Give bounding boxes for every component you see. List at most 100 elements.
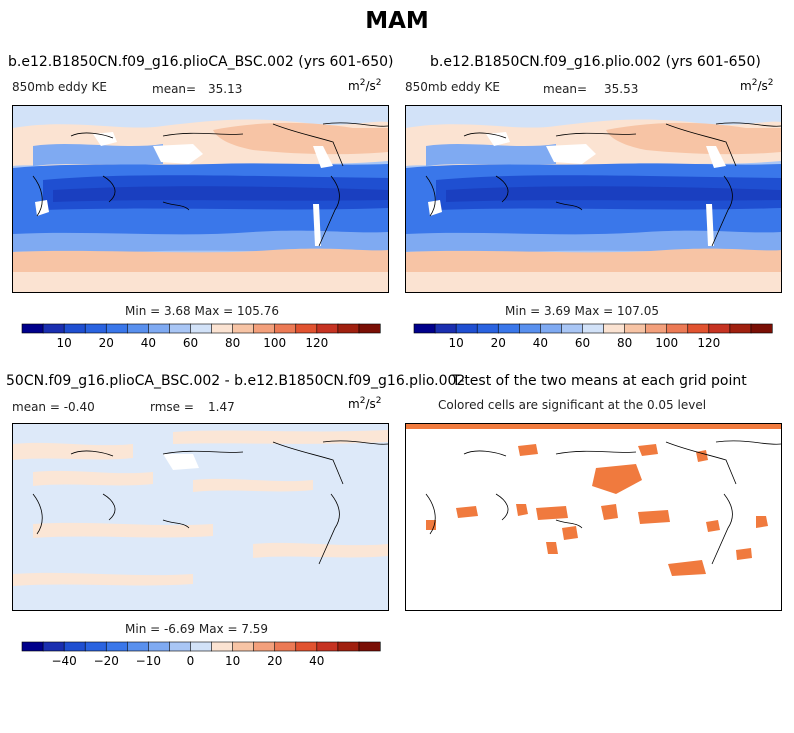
colorbar-1-tick-label: 10 (56, 336, 71, 350)
colorbar-2-swatch (750, 323, 773, 334)
panel3-rmse-label: rmse = (150, 400, 194, 414)
colorbar-2-tick-label: 20 (491, 336, 506, 350)
colorbar-3-tick-label: 40 (309, 654, 324, 668)
panel4-base (406, 424, 781, 610)
colorbar-1-swatch (126, 323, 149, 334)
panel1-mean-label: mean= (152, 82, 197, 96)
colorbar-1-swatch (63, 323, 86, 334)
colorbar-2-swatch (666, 323, 689, 334)
colorbar-3-swatch (232, 641, 255, 652)
colorbar-1-tick-label: 80 (225, 336, 240, 350)
colorbar-3-swatch (84, 641, 107, 652)
panel2-minmax: Min = 3.69 Max = 107.05 (505, 304, 659, 318)
colorbar-2-swatch (729, 323, 752, 334)
colorbar-1-swatch (169, 323, 192, 334)
colorbar-2-swatch (434, 323, 457, 334)
colorbar-3-tick-label: −20 (94, 654, 119, 668)
colorbar-2-swatch (518, 323, 541, 334)
panel2-title: b.e12.B1850CN.f09_g16.plio.002 (yrs 601-… (430, 54, 761, 70)
panel1-mean-value: 35.13 (208, 82, 243, 96)
colorbar-1-tick-label: 100 (263, 336, 286, 350)
colorbar-2-tick-label: 60 (575, 336, 590, 350)
colorbar-3-swatch (337, 641, 360, 652)
colorbar-3-swatch (316, 641, 339, 652)
colorbar-2-tick-label: 40 (533, 336, 548, 350)
colorbar-3-swatch (148, 641, 171, 652)
colorbar-3-swatch (253, 641, 276, 652)
colorbar-3-swatch (42, 641, 65, 652)
panel2-map (405, 105, 782, 293)
panel4-map (405, 423, 782, 611)
colorbar-1-swatch (105, 323, 128, 334)
colorbar-2-tick-label: 10 (448, 336, 463, 350)
panel1-units: m2/s2 (348, 78, 382, 93)
colorbar-2-swatch (582, 323, 605, 334)
colorbar-1-swatch (148, 323, 171, 334)
colorbar-1-swatch (190, 323, 213, 334)
panel2-variable-label: 850mb eddy KE (405, 80, 501, 94)
colorbar-2-swatch (413, 323, 436, 334)
colorbar-2-swatch (687, 323, 710, 334)
colorbar-2-tick-label: 120 (697, 336, 720, 350)
colorbar-1-tick-label: 120 (305, 336, 328, 350)
panel1-title: b.e12.B1850CN.f09_g16.plioCA_BSC.002 (yr… (8, 54, 394, 70)
colorbar-2-swatch (561, 323, 584, 334)
panel1-map (12, 105, 389, 293)
colorbar-2-swatch (540, 323, 563, 334)
colorbar-1-swatch (337, 323, 360, 334)
colorbar-3-tick-label: −10 (136, 654, 161, 668)
panel1-minmax: Min = 3.68 Max = 105.76 (125, 304, 279, 318)
panel4-subtitle: Colored cells are significant at the 0.0… (438, 398, 707, 412)
colorbar-1-swatch (211, 323, 234, 334)
colorbar-3-swatch (63, 641, 86, 652)
colorbar-1-swatch (295, 323, 318, 334)
colorbar-3-tick-label: 0 (187, 654, 195, 668)
colorbar-1-swatch (21, 323, 44, 334)
colorbar-1: 10 20 40 60 80 100 120 (21, 323, 382, 356)
colorbar-1-swatch (316, 323, 339, 334)
panel3-map (12, 423, 389, 611)
colorbar-3-swatch (126, 641, 149, 652)
colorbar-2-tick-label: 100 (655, 336, 678, 350)
panel3-title: 50CN.f09_g16.plioCA_BSC.002 - b.e12.B185… (6, 373, 466, 389)
colorbar-2-swatch (497, 323, 520, 334)
colorbar-3-swatch (211, 641, 234, 652)
panel3-units: m2/s2 (348, 396, 382, 411)
colorbar-2-swatch (708, 323, 731, 334)
colorbar-3-tick-label: 10 (225, 654, 240, 668)
panel2-mean-label: mean= (543, 82, 588, 96)
panel3-minmax: Min = -6.69 Max = 7.59 (125, 622, 269, 636)
panel3-rmse-value: 1.47 (208, 400, 235, 414)
panel2-mean-value: 35.53 (604, 82, 639, 96)
colorbar-2-swatch (476, 323, 499, 334)
colorbar-1-swatch (42, 323, 65, 334)
colorbar-1-tick-label: 60 (183, 336, 198, 350)
colorbar-3-swatch (274, 641, 297, 652)
panel1-variable-label: 850mb eddy KE (12, 80, 108, 94)
colorbar-1-tick-label: 40 (141, 336, 156, 350)
colorbar-3-swatch (358, 641, 381, 652)
colorbar-2: 10 20 40 60 80 100 120 (413, 323, 774, 356)
colorbar-1-swatch (358, 323, 381, 334)
colorbar-1-tick-label: 20 (99, 336, 114, 350)
figure-title: MAM (365, 8, 429, 34)
colorbar-3-tick-label: −40 (51, 654, 76, 668)
colorbar-3-swatch (169, 641, 192, 652)
panel2-units: m2/s2 (740, 78, 774, 93)
colorbar-2-swatch (645, 323, 668, 334)
colorbar-1-swatch (253, 323, 276, 334)
colorbar-2-swatch (603, 323, 626, 334)
colorbar-3-swatch (21, 641, 44, 652)
colorbar-3: −40 −20 −10 0 10 20 40 (21, 641, 382, 674)
colorbar-3-tick-label: 20 (267, 654, 282, 668)
colorbar-1-swatch (84, 323, 107, 334)
colorbar-3-swatch (295, 641, 318, 652)
colorbar-2-tick-label: 80 (617, 336, 632, 350)
panel3-mean: mean = -0.40 (12, 400, 95, 414)
panel4-title: T-test of the two means at each grid poi… (452, 373, 747, 389)
colorbar-2-swatch (624, 323, 647, 334)
colorbar-2-swatch (455, 323, 478, 334)
colorbar-1-swatch (274, 323, 297, 334)
colorbar-3-swatch (105, 641, 128, 652)
colorbar-1-swatch (232, 323, 255, 334)
